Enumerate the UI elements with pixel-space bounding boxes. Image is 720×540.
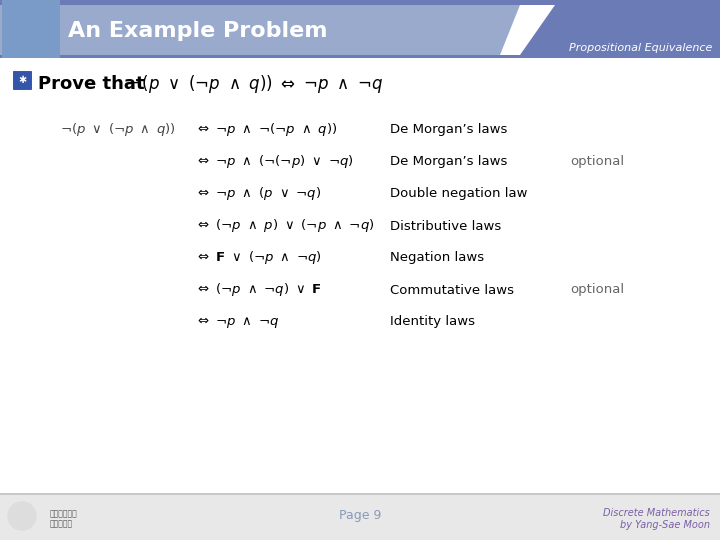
Text: Distributive laws: Distributive laws (390, 219, 501, 233)
Text: Commutative laws: Commutative laws (390, 284, 514, 296)
Text: $\Leftrightarrow\ \neg p\ \wedge\ (p\ \vee\ \neg q)$: $\Leftrightarrow\ \neg p\ \wedge\ (p\ \v… (195, 186, 321, 202)
FancyBboxPatch shape (0, 493, 720, 495)
FancyBboxPatch shape (0, 494, 720, 540)
Text: optional: optional (570, 156, 624, 168)
FancyBboxPatch shape (13, 71, 31, 89)
Text: ✱: ✱ (18, 75, 26, 85)
Text: $\Leftrightarrow\ \neg p\ \wedge\ (\neg(\neg p)\ \vee\ \neg q)$: $\Leftrightarrow\ \neg p\ \wedge\ (\neg(… (195, 153, 354, 171)
Text: $\Leftrightarrow\ (\neg p\ \wedge\ \neg q)\ \vee\ \mathbf{F}$: $\Leftrightarrow\ (\neg p\ \wedge\ \neg … (195, 281, 322, 299)
Text: $\Leftrightarrow\ \neg p\ \wedge\ \neg(\neg p\ \wedge\ q))$: $\Leftrightarrow\ \neg p\ \wedge\ \neg(\… (195, 122, 338, 138)
Text: $\Leftrightarrow\ \neg p\ \wedge\ \neg q$: $\Leftrightarrow\ \neg p\ \wedge\ \neg q… (195, 314, 279, 329)
FancyBboxPatch shape (0, 5, 520, 55)
Text: $\Leftrightarrow\ (\neg p\ \wedge\ p)\ \vee\ (\neg p\ \wedge\ \neg q)$: $\Leftrightarrow\ (\neg p\ \wedge\ p)\ \… (195, 218, 374, 234)
FancyBboxPatch shape (2, 0, 60, 58)
Text: De Morgan’s laws: De Morgan’s laws (390, 156, 508, 168)
Text: An Example Problem: An Example Problem (68, 21, 328, 41)
Text: Prove that: Prove that (38, 75, 150, 93)
Text: Propositional Equivalence: Propositional Equivalence (569, 43, 712, 53)
Text: Negation laws: Negation laws (390, 252, 484, 265)
Text: 성균관대학교
경영대학원: 성균관대학교 경영대학원 (50, 509, 78, 529)
Text: Identity laws: Identity laws (390, 315, 475, 328)
FancyBboxPatch shape (0, 0, 720, 58)
Text: optional: optional (570, 284, 624, 296)
Circle shape (8, 502, 36, 530)
Text: $\Leftrightarrow\ \mathbf{F}\ \vee\ (\neg p\ \wedge\ \neg q)$: $\Leftrightarrow\ \mathbf{F}\ \vee\ (\ne… (195, 249, 322, 267)
Text: Discrete Mathematics
by Yang-Sae Moon: Discrete Mathematics by Yang-Sae Moon (603, 508, 710, 530)
Polygon shape (500, 5, 555, 55)
Text: Double negation law: Double negation law (390, 187, 528, 200)
Text: $\neg(p\ \vee\ (\neg p\ \wedge\ q))\ \Leftrightarrow\ \neg p\ \wedge\ \neg q$: $\neg(p\ \vee\ (\neg p\ \wedge\ q))\ \Le… (128, 73, 383, 95)
Text: Page 9: Page 9 (339, 510, 381, 523)
Text: $\neg(p\ \vee\ (\neg p\ \wedge\ q))$: $\neg(p\ \vee\ (\neg p\ \wedge\ q))$ (60, 122, 176, 138)
Text: De Morgan’s laws: De Morgan’s laws (390, 124, 508, 137)
